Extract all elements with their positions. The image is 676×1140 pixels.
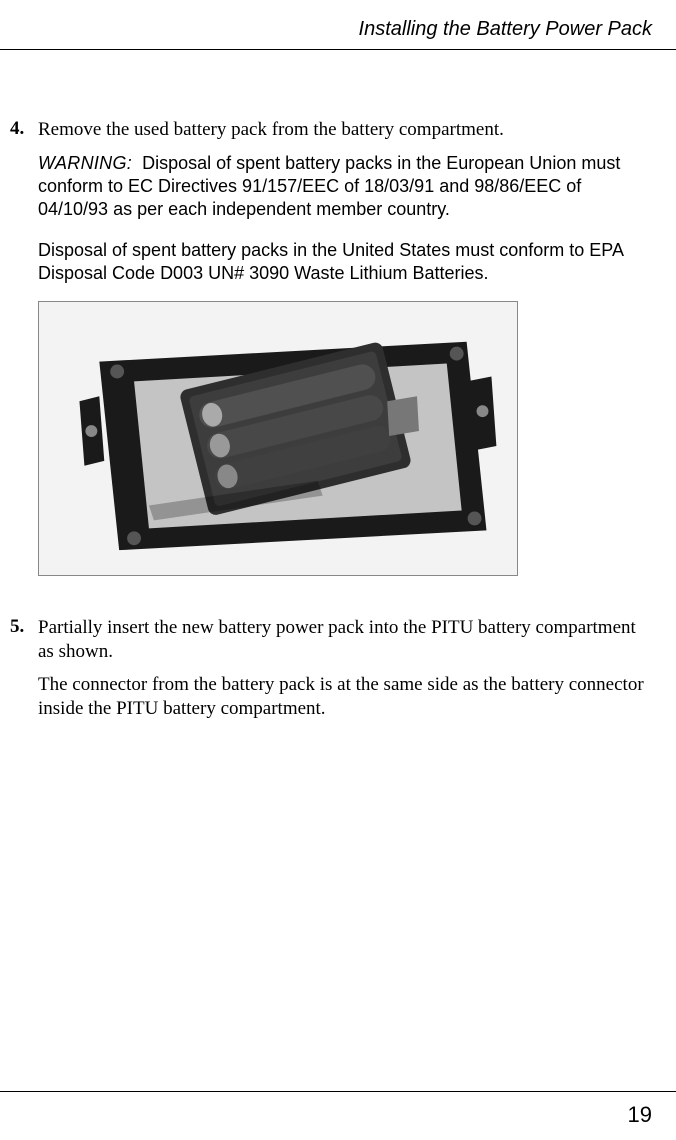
step-5: 5. Partially insert the new battery powe… (8, 616, 652, 731)
header-title: Installing the Battery Power Pack (359, 18, 652, 40)
step-4-warning-2: Disposal of spent battery packs in the U… (38, 239, 652, 285)
step-4-text: Remove the used battery pack from the ba… (38, 118, 652, 142)
step-4-number: 4. (8, 118, 38, 604)
battery-figure-svg (39, 302, 517, 575)
step-4-warning-1: WARNING:Disposal of spent battery packs … (38, 152, 652, 221)
step-5-number: 5. (8, 616, 38, 731)
step-4: 4. Remove the used battery pack from the… (8, 118, 652, 604)
content-area: 4. Remove the used battery pack from the… (0, 50, 676, 731)
battery-figure (38, 301, 518, 576)
step-5-body: Partially insert the new battery power p… (38, 616, 652, 731)
step-5-text-2: The connector from the battery pack is a… (38, 673, 652, 721)
warning-label: WARNING: (38, 153, 132, 173)
page-number: 19 (628, 1102, 652, 1128)
footer-rule (0, 1091, 676, 1092)
step-5-text-1: Partially insert the new battery power p… (38, 616, 652, 664)
page-header: Installing the Battery Power Pack (0, 0, 676, 49)
step-4-body: Remove the used battery pack from the ba… (38, 118, 652, 604)
